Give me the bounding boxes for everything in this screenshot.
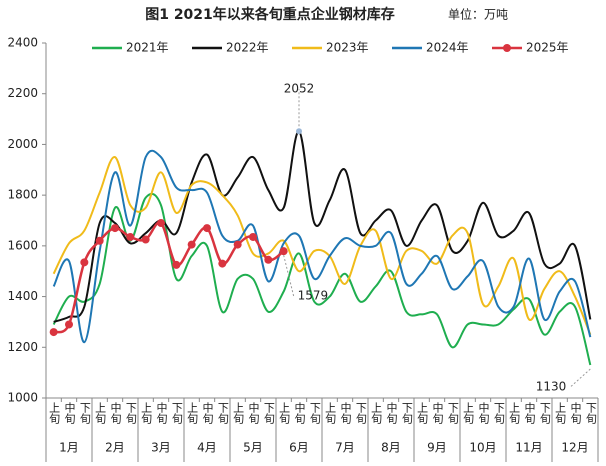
legend-label: 2024年 [426,41,469,55]
series-marker [95,236,104,245]
x-tick-label: 下旬 [78,402,91,425]
series-marker [172,260,181,269]
series-marker [249,232,257,241]
x-tick-label: 上旬 [370,402,383,425]
x-tick-label: 下旬 [262,402,275,425]
x-tick-label: 中旬 [63,402,76,425]
x-tick-label: 中旬 [385,402,398,425]
x-tick-label: 中旬 [293,402,306,425]
x-tick-label: 中旬 [155,402,168,425]
x-tick-label: 中旬 [431,402,444,425]
annotation: 1579 [298,289,329,303]
x-tick-label: 下旬 [124,402,137,425]
x-tick-label: 上旬 [186,402,199,425]
series-marker [157,219,165,228]
series-line [53,130,592,323]
series-line [53,221,285,334]
month-label: 4月 [197,441,217,455]
chart-subtitle: 单位：万吨 [448,7,508,22]
series-marker [141,235,150,244]
series-marker [49,328,58,337]
y-tick-label: 2400 [7,36,38,50]
annotation-leader [569,368,591,388]
x-tick-label: 下旬 [584,402,597,425]
y-tick-label: 1400 [7,289,38,303]
month-label: 11月 [515,441,542,455]
y-tick-label: 2200 [7,86,38,100]
x-tick-label: 中旬 [523,402,536,425]
annotation-leader [283,255,295,297]
month-label: 12月 [561,441,588,455]
x-tick-label: 下旬 [354,402,367,425]
month-label: 1月 [59,441,79,455]
legend-marker [503,44,511,52]
series-marker [126,232,135,241]
x-tick-label: 中旬 [339,402,352,425]
x-tick-label: 上旬 [416,402,429,425]
chart-title: 图1 2021年以来各旬重点企业钢材库存 [145,6,395,23]
month-label: 8月 [381,441,401,455]
x-tick-label: 中旬 [569,402,582,425]
x-tick-label: 上旬 [462,402,475,425]
series-line [52,192,592,366]
x-tick-label: 上旬 [232,402,245,425]
x-tick-label: 中旬 [109,402,122,425]
month-label: 9月 [427,441,447,455]
series-marker [279,247,288,256]
legend-label: 2021年 [126,41,169,55]
annotation: 1130 [536,380,567,394]
x-tick-label: 上旬 [48,402,61,425]
series-marker [218,259,227,268]
x-tick-label: 中旬 [247,402,260,425]
month-label: 10月 [469,441,496,455]
series-marker [187,240,196,249]
x-tick-label: 下旬 [216,402,229,425]
series-marker [111,224,119,233]
series-line [52,149,592,344]
x-tick-label: 下旬 [170,402,183,425]
month-label: 5月 [243,441,263,455]
annotation-point [296,128,302,135]
x-tick-label: 上旬 [278,402,291,425]
x-tick-label: 上旬 [324,402,337,425]
x-tick-label: 中旬 [201,402,214,425]
series-marker [65,320,73,329]
x-tick-label: 上旬 [554,402,567,425]
x-tick-label: 中旬 [477,402,490,425]
y-tick-label: 1000 [7,391,38,405]
x-tick-label: 下旬 [308,402,321,425]
series-marker [203,224,211,233]
x-tick-label: 下旬 [400,402,413,425]
series-marker [233,240,242,249]
y-tick-label: 1200 [7,340,38,354]
legend-label: 2025年 [526,41,569,55]
y-tick-label: 1800 [7,188,38,202]
x-tick-label: 上旬 [94,402,107,425]
x-tick-label: 上旬 [140,402,153,425]
x-tick-label: 下旬 [492,402,505,425]
month-label: 7月 [335,441,355,455]
series-marker [80,258,89,267]
x-tick-label: 上旬 [508,402,521,425]
month-label: 3月 [151,441,171,455]
y-tick-label: 1600 [7,238,38,252]
series-line [52,156,592,335]
legend-label: 2023年 [326,41,369,55]
y-tick-label: 2000 [7,137,38,151]
x-tick-label: 下旬 [446,402,459,425]
series-marker [264,255,273,264]
month-label: 6月 [289,441,309,455]
legend-label: 2022年 [226,41,269,55]
month-label: 2月 [105,441,125,455]
x-tick-label: 下旬 [538,402,551,425]
annotation: 2052 [284,82,315,96]
